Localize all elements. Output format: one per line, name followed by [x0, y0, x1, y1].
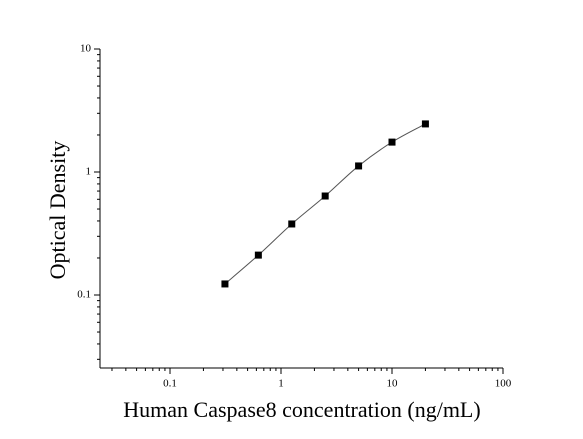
point: [421, 120, 429, 128]
x-tick-label: 10: [387, 378, 399, 390]
x-tick-label: 100: [495, 378, 512, 390]
y-axis-title: Optical Density: [45, 141, 70, 280]
x-tick-label: 0.1: [163, 378, 177, 390]
fit-line: [224, 123, 426, 285]
point: [355, 162, 363, 170]
point: [254, 251, 262, 259]
point: [388, 138, 396, 146]
y-tick-label: 10: [80, 43, 92, 55]
y-tick-label: 1: [86, 166, 92, 178]
x-tick-label: 1: [278, 378, 284, 390]
x-axis-title: Human Caspase8 concentration (ng/mL): [123, 397, 480, 422]
point: [288, 220, 296, 228]
y-tick-label: 0.1: [77, 289, 91, 301]
point: [321, 192, 329, 200]
point: [221, 280, 229, 288]
